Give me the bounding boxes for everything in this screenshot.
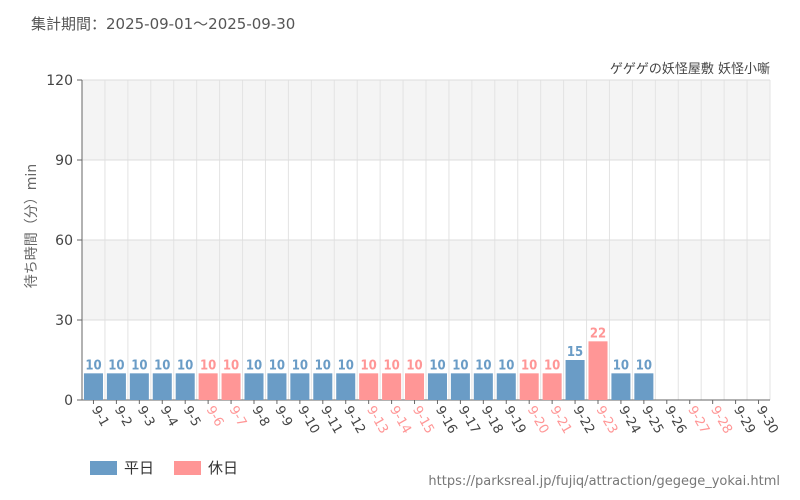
bar (473, 373, 493, 400)
bar (542, 373, 562, 400)
period-label: 集計期間：2025-09-01～2025-09-30 (31, 15, 296, 33)
x-tick-label: 9-15 (409, 404, 437, 437)
x-tick-label: 9-17 (455, 404, 483, 437)
bar-value-label: 10 (223, 358, 239, 373)
x-tick-label: 9-21 (547, 404, 575, 437)
x-tick-label: 9-29 (730, 404, 758, 437)
bar-value-label: 10 (498, 358, 514, 373)
x-tick-label: 9-20 (524, 404, 552, 437)
x-tick-label: 9-5 (180, 404, 204, 430)
bar (244, 373, 264, 400)
legend-item-holiday[interactable]: 休日 (174, 457, 238, 478)
bar (313, 373, 333, 400)
bar-value-label: 10 (429, 358, 445, 373)
x-tick-label: 9-27 (684, 404, 712, 437)
y-tick-label: 120 (46, 73, 73, 89)
bar (382, 373, 402, 400)
x-tick-label: 9-11 (317, 404, 345, 437)
x-tick-label: 9-22 (570, 404, 598, 437)
bar-value-label: 10 (85, 358, 101, 373)
x-tick-label: 9-2 (111, 404, 135, 430)
x-tick-label: 9-25 (638, 404, 666, 437)
bar-value-label: 10 (154, 358, 170, 373)
bar-value-label: 10 (177, 358, 193, 373)
bar-value-label: 10 (521, 358, 537, 373)
legend-swatch-weekday (90, 460, 117, 475)
x-tick-label: 9-4 (157, 404, 181, 430)
bar-value-label: 10 (452, 358, 468, 373)
bar-value-label: 10 (383, 358, 399, 373)
bar (198, 373, 218, 400)
x-tick-label: 9-8 (249, 404, 273, 430)
x-tick-label: 9-3 (134, 404, 158, 430)
legend-item-weekday[interactable]: 平日 (90, 457, 154, 478)
bar-value-label: 10 (544, 358, 560, 373)
x-tick-label: 9-18 (478, 404, 506, 437)
bar (175, 373, 195, 400)
bar (634, 373, 654, 400)
bar-value-label: 10 (361, 358, 377, 373)
bar (290, 373, 310, 400)
bar-value-label: 10 (315, 358, 331, 373)
legend-label-holiday: 休日 (208, 459, 239, 477)
bar-value-label: 22 (590, 326, 606, 341)
bar-value-label: 10 (406, 358, 422, 373)
bar (359, 373, 379, 400)
bar (450, 373, 470, 400)
x-tick-label: 9-12 (340, 404, 368, 437)
bar-value-label: 10 (269, 358, 285, 373)
bar (152, 373, 172, 400)
bar-value-label: 10 (108, 358, 124, 373)
x-tick-label: 9-24 (615, 404, 643, 437)
bar-value-label: 10 (246, 358, 262, 373)
x-tick-label: 9-19 (501, 404, 529, 437)
bar (611, 373, 631, 400)
x-tick-label: 9-10 (294, 404, 322, 437)
legend: 平日 休日 (90, 457, 238, 478)
y-tick-label: 30 (55, 313, 73, 329)
bar-value-label: 10 (475, 358, 491, 373)
x-tick-label: 9-7 (226, 404, 250, 430)
legend-label-weekday: 平日 (124, 459, 155, 477)
bar-value-label: 10 (200, 358, 216, 373)
x-tick-label: 9-13 (363, 404, 391, 437)
attraction-subtitle: ゲゲゲの妖怪屋敷 妖怪小噺 (609, 62, 770, 77)
source-url[interactable]: https://parksreal.jp/fujiq/attraction/ge… (428, 474, 780, 489)
bar-value-label: 10 (636, 358, 652, 373)
bar (267, 373, 287, 400)
bar (588, 341, 608, 400)
bar (519, 373, 539, 400)
bar (427, 373, 447, 400)
bar-value-label: 10 (338, 358, 354, 373)
bar-value-label: 15 (567, 345, 583, 360)
bar (336, 373, 356, 400)
bar (405, 373, 425, 400)
bar (106, 373, 126, 400)
x-tick-label: 9-28 (707, 404, 735, 437)
bar (496, 373, 516, 400)
x-tick-label: 9-6 (203, 404, 227, 430)
bar-value-label: 10 (131, 358, 147, 373)
x-tick-label: 9-26 (661, 404, 689, 437)
x-tick-label: 9-14 (386, 404, 414, 437)
x-tick-label: 9-9 (271, 404, 295, 430)
x-tick-label: 9-30 (753, 404, 781, 437)
bar-value-label: 10 (613, 358, 629, 373)
x-tick-label: 9-16 (432, 404, 460, 437)
y-tick-label: 60 (55, 233, 73, 249)
legend-swatch-holiday (174, 460, 202, 475)
bar (83, 373, 103, 400)
bar-value-label: 10 (292, 358, 308, 373)
y-tick-label: 90 (55, 153, 73, 169)
bar (221, 373, 241, 400)
bar (565, 360, 585, 400)
bar (129, 373, 149, 400)
y-tick-label: 0 (64, 393, 73, 409)
x-tick-label: 9-1 (88, 404, 112, 430)
x-tick-label: 9-23 (593, 404, 621, 437)
